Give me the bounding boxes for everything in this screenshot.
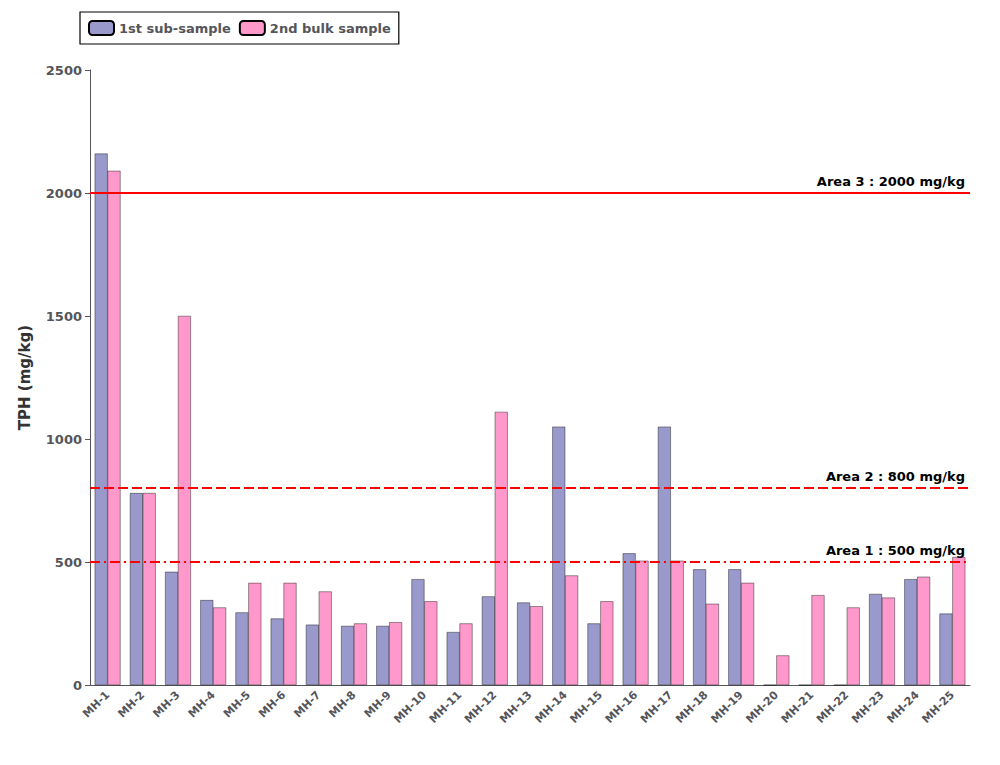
svg-text:MH-14: MH-14 — [532, 688, 570, 726]
svg-text:1st sub-sample: 1st sub-sample — [119, 21, 231, 36]
svg-text:MH-2: MH-2 — [115, 688, 147, 720]
svg-text:2500: 2500 — [46, 63, 82, 78]
svg-text:MH-15: MH-15 — [568, 688, 605, 725]
svg-text:2nd bulk sample: 2nd bulk sample — [270, 21, 391, 36]
svg-text:500: 500 — [55, 555, 82, 570]
svg-text:MH-6: MH-6 — [256, 688, 288, 720]
svg-text:MH-24: MH-24 — [884, 688, 922, 726]
svg-text:MH-12: MH-12 — [462, 688, 499, 725]
svg-text:MH-20: MH-20 — [744, 688, 782, 726]
svg-text:MH-8: MH-8 — [327, 688, 359, 720]
svg-text:TPH (mg/kg): TPH (mg/kg) — [16, 325, 34, 430]
svg-text:1500: 1500 — [46, 309, 82, 324]
svg-text:Area 1 : 500 mg/kg: Area 1 : 500 mg/kg — [826, 543, 965, 558]
svg-text:MH-17: MH-17 — [638, 688, 675, 725]
svg-text:MH-16: MH-16 — [603, 688, 641, 726]
svg-text:1000: 1000 — [46, 432, 82, 447]
svg-text:MH-19: MH-19 — [708, 688, 745, 725]
svg-text:MH-13: MH-13 — [497, 688, 534, 725]
svg-text:MH-18: MH-18 — [673, 688, 710, 725]
svg-text:MH-22: MH-22 — [814, 688, 851, 725]
svg-text:MH-3: MH-3 — [151, 688, 183, 720]
svg-text:0: 0 — [73, 678, 82, 693]
svg-text:Area 2 : 800 mg/kg: Area 2 : 800 mg/kg — [826, 469, 965, 484]
svg-text:MH-11: MH-11 — [427, 688, 464, 725]
svg-text:Area 3 : 2000 mg/kg: Area 3 : 2000 mg/kg — [817, 174, 965, 189]
svg-text:MH-9: MH-9 — [362, 688, 394, 720]
svg-text:MH-1: MH-1 — [80, 688, 112, 720]
svg-text:MH-5: MH-5 — [221, 688, 253, 720]
svg-text:MH-25: MH-25 — [920, 688, 957, 725]
svg-text:MH-4: MH-4 — [186, 688, 218, 720]
svg-text:MH-23: MH-23 — [849, 688, 886, 725]
svg-text:MH-7: MH-7 — [291, 688, 323, 720]
svg-text:2000: 2000 — [46, 186, 82, 201]
svg-text:MH-21: MH-21 — [779, 688, 816, 725]
svg-text:MH-10: MH-10 — [392, 688, 430, 726]
